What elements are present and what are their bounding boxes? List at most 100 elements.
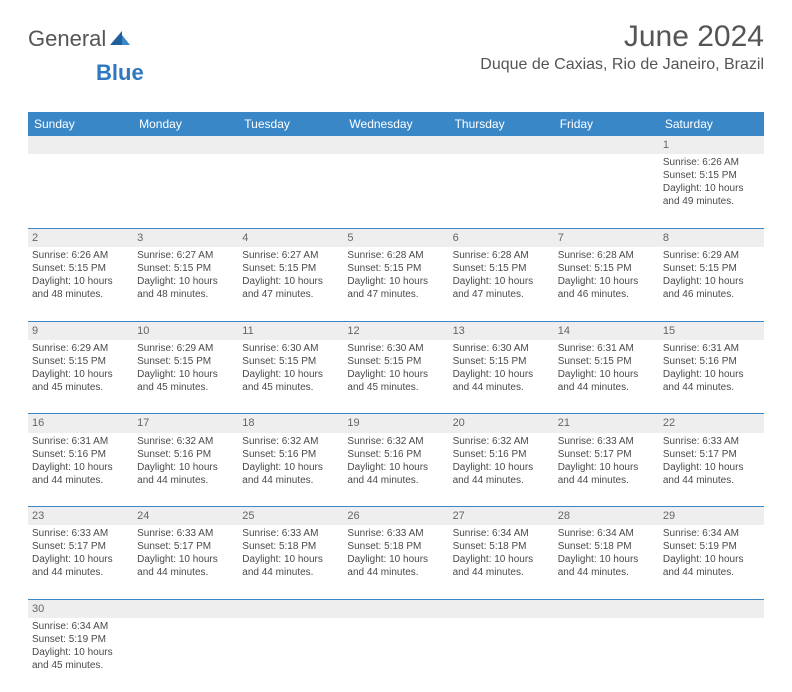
day-number: 17 bbox=[133, 414, 238, 433]
day-cell bbox=[238, 154, 343, 228]
sunrise-line: Sunrise: 6:33 AM bbox=[242, 527, 339, 540]
day-number: 3 bbox=[133, 228, 238, 247]
daynum-row: 9101112131415 bbox=[28, 321, 764, 340]
day-cell bbox=[554, 618, 659, 692]
sunrise-line: Sunrise: 6:32 AM bbox=[347, 435, 444, 448]
day-header: Friday bbox=[554, 112, 659, 136]
daynum-row: 23242526272829 bbox=[28, 507, 764, 526]
daylight-line: Daylight: 10 hours and 44 minutes. bbox=[453, 368, 550, 394]
sunrise-line: Sunrise: 6:34 AM bbox=[32, 620, 129, 633]
sunset-line: Sunset: 5:18 PM bbox=[558, 540, 655, 553]
day-number: 8 bbox=[659, 228, 764, 247]
day-header: Monday bbox=[133, 112, 238, 136]
sunset-line: Sunset: 5:15 PM bbox=[663, 262, 760, 275]
sunrise-line: Sunrise: 6:31 AM bbox=[558, 342, 655, 355]
day-header: Saturday bbox=[659, 112, 764, 136]
day-number bbox=[133, 599, 238, 618]
day-cell: Sunrise: 6:33 AMSunset: 5:18 PMDaylight:… bbox=[238, 525, 343, 599]
daylight-line: Daylight: 10 hours and 44 minutes. bbox=[32, 553, 129, 579]
sunrise-line: Sunrise: 6:30 AM bbox=[453, 342, 550, 355]
sunrise-line: Sunrise: 6:34 AM bbox=[663, 527, 760, 540]
daylight-line: Daylight: 10 hours and 45 minutes. bbox=[347, 368, 444, 394]
daynum-row: 1 bbox=[28, 136, 764, 154]
day-cell: Sunrise: 6:33 AMSunset: 5:17 PMDaylight:… bbox=[659, 433, 764, 507]
daylight-line: Daylight: 10 hours and 44 minutes. bbox=[558, 553, 655, 579]
sunset-line: Sunset: 5:15 PM bbox=[242, 262, 339, 275]
sunrise-line: Sunrise: 6:33 AM bbox=[558, 435, 655, 448]
daylight-line: Daylight: 10 hours and 44 minutes. bbox=[242, 461, 339, 487]
sunset-line: Sunset: 5:15 PM bbox=[558, 355, 655, 368]
sunset-line: Sunset: 5:15 PM bbox=[32, 355, 129, 368]
day-number: 20 bbox=[449, 414, 554, 433]
day-cell bbox=[133, 154, 238, 228]
sunrise-line: Sunrise: 6:30 AM bbox=[347, 342, 444, 355]
daylight-line: Daylight: 10 hours and 44 minutes. bbox=[347, 553, 444, 579]
sunrise-line: Sunrise: 6:26 AM bbox=[663, 156, 760, 169]
day-cell: Sunrise: 6:33 AMSunset: 5:17 PMDaylight:… bbox=[554, 433, 659, 507]
day-number bbox=[343, 599, 448, 618]
day-header: Sunday bbox=[28, 112, 133, 136]
day-header: Tuesday bbox=[238, 112, 343, 136]
month-title: June 2024 bbox=[480, 20, 764, 54]
day-cell: Sunrise: 6:32 AMSunset: 5:16 PMDaylight:… bbox=[238, 433, 343, 507]
week-row: Sunrise: 6:26 AMSunset: 5:15 PMDaylight:… bbox=[28, 247, 764, 321]
daylight-line: Daylight: 10 hours and 44 minutes. bbox=[137, 461, 234, 487]
day-cell: Sunrise: 6:29 AMSunset: 5:15 PMDaylight:… bbox=[28, 340, 133, 414]
day-cell: Sunrise: 6:34 AMSunset: 5:18 PMDaylight:… bbox=[554, 525, 659, 599]
daylight-line: Daylight: 10 hours and 44 minutes. bbox=[137, 553, 234, 579]
daynum-row: 2345678 bbox=[28, 228, 764, 247]
day-cell bbox=[238, 618, 343, 692]
sunset-line: Sunset: 5:15 PM bbox=[453, 262, 550, 275]
sunset-line: Sunset: 5:17 PM bbox=[663, 448, 760, 461]
daylight-line: Daylight: 10 hours and 47 minutes. bbox=[453, 275, 550, 301]
day-cell bbox=[449, 618, 554, 692]
logo-text-blue: Blue bbox=[96, 60, 764, 86]
day-number: 29 bbox=[659, 507, 764, 526]
sunrise-line: Sunrise: 6:29 AM bbox=[137, 342, 234, 355]
sunset-line: Sunset: 5:15 PM bbox=[242, 355, 339, 368]
day-cell: Sunrise: 6:27 AMSunset: 5:15 PMDaylight:… bbox=[238, 247, 343, 321]
day-cell: Sunrise: 6:32 AMSunset: 5:16 PMDaylight:… bbox=[133, 433, 238, 507]
day-number: 26 bbox=[343, 507, 448, 526]
daylight-line: Daylight: 10 hours and 44 minutes. bbox=[32, 461, 129, 487]
day-number: 18 bbox=[238, 414, 343, 433]
sunrise-line: Sunrise: 6:29 AM bbox=[32, 342, 129, 355]
sunset-line: Sunset: 5:16 PM bbox=[663, 355, 760, 368]
sunset-line: Sunset: 5:15 PM bbox=[137, 355, 234, 368]
daylight-line: Daylight: 10 hours and 48 minutes. bbox=[137, 275, 234, 301]
sunrise-line: Sunrise: 6:27 AM bbox=[242, 249, 339, 262]
sunrise-line: Sunrise: 6:33 AM bbox=[347, 527, 444, 540]
day-number: 25 bbox=[238, 507, 343, 526]
day-number bbox=[449, 599, 554, 618]
daylight-line: Daylight: 10 hours and 44 minutes. bbox=[347, 461, 444, 487]
day-cell: Sunrise: 6:28 AMSunset: 5:15 PMDaylight:… bbox=[449, 247, 554, 321]
daylight-line: Daylight: 10 hours and 44 minutes. bbox=[663, 461, 760, 487]
week-row: Sunrise: 6:31 AMSunset: 5:16 PMDaylight:… bbox=[28, 433, 764, 507]
sunrise-line: Sunrise: 6:26 AM bbox=[32, 249, 129, 262]
week-row: Sunrise: 6:34 AMSunset: 5:19 PMDaylight:… bbox=[28, 618, 764, 692]
day-number: 4 bbox=[238, 228, 343, 247]
sunset-line: Sunset: 5:15 PM bbox=[347, 355, 444, 368]
week-row: Sunrise: 6:33 AMSunset: 5:17 PMDaylight:… bbox=[28, 525, 764, 599]
day-number: 14 bbox=[554, 321, 659, 340]
daynum-row: 30 bbox=[28, 599, 764, 618]
day-cell: Sunrise: 6:28 AMSunset: 5:15 PMDaylight:… bbox=[554, 247, 659, 321]
daylight-line: Daylight: 10 hours and 45 minutes. bbox=[137, 368, 234, 394]
day-number: 5 bbox=[343, 228, 448, 247]
day-cell bbox=[28, 154, 133, 228]
day-number: 1 bbox=[659, 136, 764, 154]
daylight-line: Daylight: 10 hours and 44 minutes. bbox=[242, 553, 339, 579]
day-number bbox=[554, 136, 659, 154]
day-cell: Sunrise: 6:33 AMSunset: 5:17 PMDaylight:… bbox=[28, 525, 133, 599]
day-number: 28 bbox=[554, 507, 659, 526]
day-number bbox=[554, 599, 659, 618]
day-header: Wednesday bbox=[343, 112, 448, 136]
daylight-line: Daylight: 10 hours and 44 minutes. bbox=[558, 461, 655, 487]
sunset-line: Sunset: 5:16 PM bbox=[347, 448, 444, 461]
daylight-line: Daylight: 10 hours and 49 minutes. bbox=[663, 182, 760, 208]
day-number: 24 bbox=[133, 507, 238, 526]
logo: General bbox=[28, 26, 132, 52]
sunset-line: Sunset: 5:16 PM bbox=[242, 448, 339, 461]
day-cell: Sunrise: 6:34 AMSunset: 5:18 PMDaylight:… bbox=[449, 525, 554, 599]
day-number: 30 bbox=[28, 599, 133, 618]
